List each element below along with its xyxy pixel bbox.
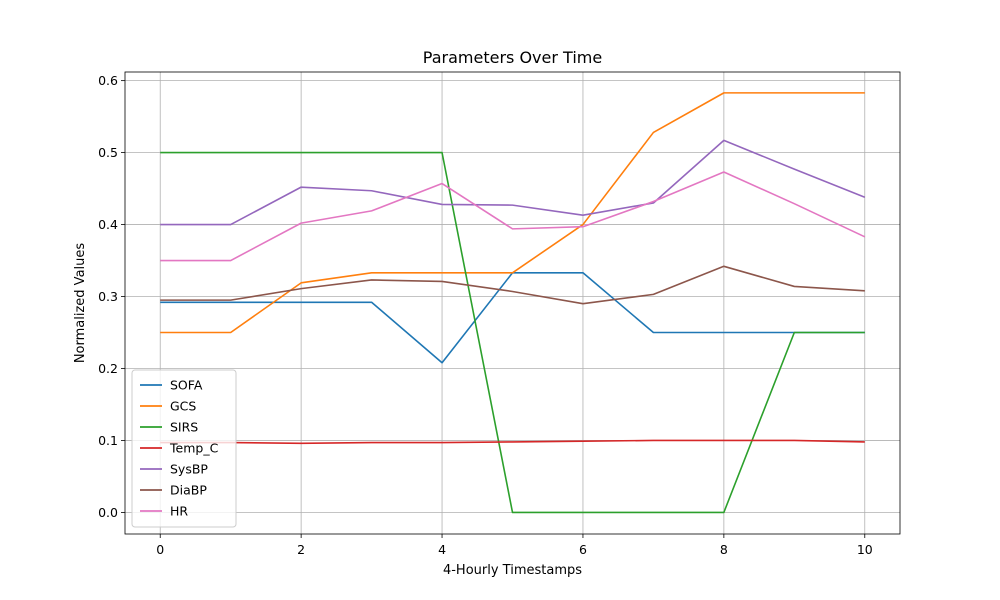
x-tick-label: 0 [156,542,164,557]
legend-label-hr: HR [170,504,188,519]
legend-label-sofa: SOFA [170,378,203,393]
x-axis-label: 4-Hourly Timestamps [443,563,582,578]
plot-area-frame [124,71,901,535]
y-tick-label: 0.5 [98,145,118,160]
series-line-sysbp [160,139,866,226]
x-tick-label: 4 [438,542,446,557]
y-axis-label: Normalized Values [73,243,88,364]
y-tick-label: 0.4 [98,217,118,232]
y-tick-label: 0.1 [98,433,118,448]
series-line-temp-c [160,439,865,445]
y-tick-label: 0.0 [98,505,118,520]
legend-label-gcs: GCS [170,399,196,414]
x-tick-label: 10 [857,542,873,557]
x-tick-label: 6 [579,542,587,557]
y-tick-label: 0.6 [98,73,118,88]
axis-ticks: 0 2 4 6 8 10 0.0 0.1 0.2 0.3 0.4 0.5 0.6 [98,73,873,557]
y-tick-label: 0.2 [98,361,118,376]
series-line-sirs [160,151,865,514]
legend-box [131,369,237,528]
legend: SOFA GCS SIRS Temp_C SysBP DiaBP HR [131,369,237,528]
x-tick-label: 8 [720,542,728,557]
legend-label-diabp: DiaBP [170,483,207,498]
series-line-gcs [160,92,865,334]
series-lines [160,92,866,514]
grid-lines [125,72,900,534]
legend-label-sysbp: SysBP [170,462,208,477]
series-line-diabp [160,265,865,305]
chart-title: Parameters Over Time [423,48,602,67]
series-line-hr [160,171,866,262]
y-tick-label: 0.3 [98,289,118,304]
legend-label-sirs: SIRS [170,420,198,435]
x-tick-label: 2 [297,542,305,557]
legend-label-temp-c: Temp_C [169,441,219,456]
